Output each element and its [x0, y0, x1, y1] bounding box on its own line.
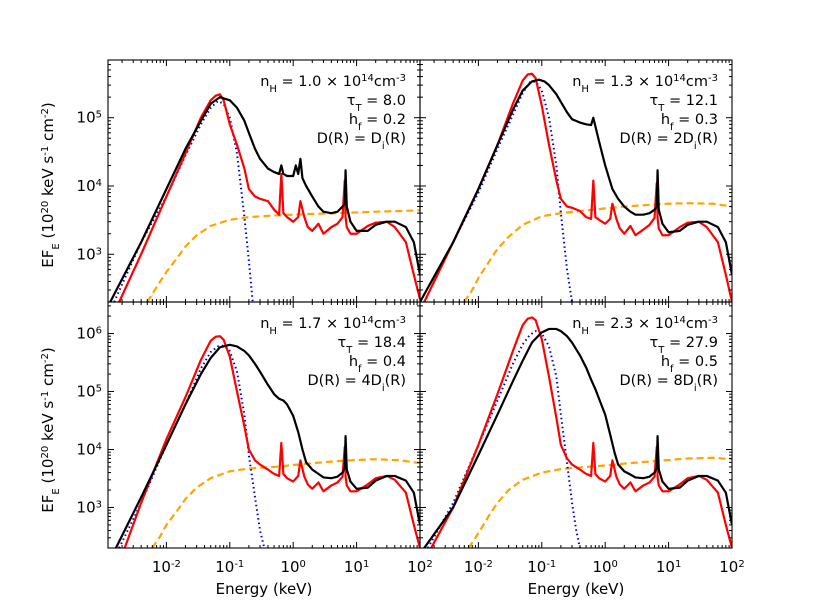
x-tick-label-br: 100 [592, 558, 617, 576]
y-tick-label-bl: 105 [77, 383, 102, 401]
x-axis-title-left: Energy (keV) [216, 580, 313, 598]
series-black-br [423, 327, 732, 548]
y-tick-label-bl: 104 [77, 440, 102, 458]
x-tick-label-br: 102 [719, 558, 744, 576]
series-orange-tl [146, 209, 420, 302]
series-red-tl [118, 93, 420, 302]
series-black-bl [114, 343, 420, 548]
panel-frame-br [419, 301, 733, 549]
series-red-br [430, 316, 732, 548]
annotation-optical-depth-bl: τT = 18.4 [338, 335, 407, 356]
annotation-optical-depth-br: τT = 27.9 [650, 335, 719, 356]
series-orange-br [467, 456, 732, 548]
annotation-disk-profile-tr: D(R) = 2Di(R) [620, 131, 718, 152]
x-tick-label-br: 101 [656, 558, 681, 576]
panel-tr: nH = 1.3 × 1014cm-3τT = 12.1hf = 0.3D(R)… [419, 59, 733, 303]
panel-tl: 103 104 105 nH = 1.0 × 1014cm-3τT = 8.0hf =… [77, 59, 421, 303]
series-black-tl [109, 96, 420, 302]
annotation-hot-fraction-br: hf = 0.5 [661, 354, 718, 375]
series-group-br [423, 316, 732, 548]
y-axis-title-bottom: EFE (1020 keV s-1 cm-2) [39, 347, 62, 512]
series-blue-bl [118, 344, 266, 548]
y-axis-title-top: EFE (1020 keV s-1 cm-2) [39, 102, 62, 267]
x-tick-label-bl: 101 [344, 558, 369, 576]
y-tick-label-bl: 103 [77, 498, 102, 516]
x-tick-label-bl: 10-2 [152, 558, 181, 576]
x-tick-label-bl: 102 [407, 558, 432, 576]
annotation-density-tl: nH = 1.0 × 1014cm-3 [260, 73, 406, 95]
y-tick-label-tl: 105 [77, 109, 102, 127]
annotation-hot-fraction-tl: hf = 0.2 [349, 112, 406, 133]
x-tick-label-br: 10-1 [527, 558, 556, 576]
y-tick-label-tl: 103 [77, 245, 102, 263]
annotation-density-tr: nH = 1.3 × 1014cm-3 [572, 73, 718, 95]
annotation-hot-fraction-tr: hf = 0.3 [661, 112, 718, 133]
panel-bl: 103 104 105 106 10-2 10-1 100 101 102 nH = 1.7 × … [77, 301, 433, 576]
annotation-disk-profile-tl: D(R) = Di(R) [317, 131, 406, 152]
y-tick-label-bl: 106 [77, 325, 102, 343]
series-orange-tr [463, 202, 732, 302]
x-axis-title-right: Energy (keV) [528, 580, 625, 598]
annotation-hot-fraction-bl: hf = 0.4 [349, 354, 406, 375]
annotation-optical-depth-tr: τT = 12.1 [650, 93, 719, 114]
x-tick-label-bl: 100 [280, 558, 305, 576]
series-orange-bl [151, 458, 420, 548]
series-black-tr [420, 78, 732, 302]
x-tick-label-bl: 10-1 [215, 558, 244, 576]
series-blue-br [427, 330, 581, 548]
annotation-disk-profile-bl: D(R) = 4Di(R) [308, 373, 406, 394]
annotation-disk-profile-br: D(R) = 8Di(R) [620, 373, 718, 394]
annotation-optical-depth-tl: τT = 8.0 [347, 93, 406, 114]
series-group-tr [420, 72, 732, 302]
series-group-tl [109, 93, 420, 302]
series-red-tr [423, 72, 732, 302]
panel-br: 10-2 10-1 100 101 102 nH = 2.3 × 1014cm-3τT =… [419, 301, 745, 576]
annotation-density-br: nH = 2.3 × 1014cm-3 [572, 315, 718, 337]
series-blue-tr [423, 80, 574, 302]
annotation-density-bl: nH = 1.7 × 1014cm-3 [260, 315, 406, 337]
series-red-bl [123, 335, 420, 548]
y-tick-label-tl: 104 [77, 177, 102, 195]
series-group-bl [114, 335, 420, 548]
x-tick-label-br: 10-2 [464, 558, 493, 576]
